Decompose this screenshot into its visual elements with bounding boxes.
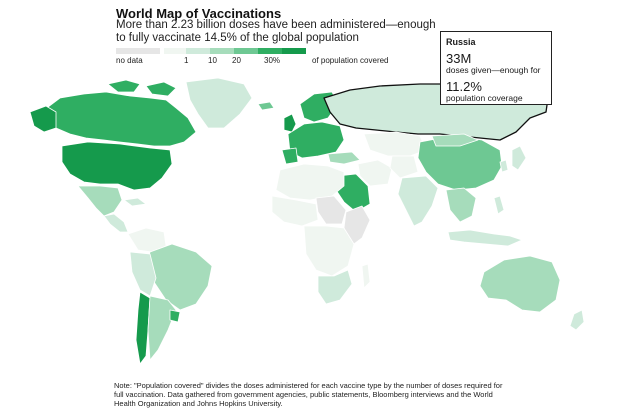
country-iberia	[281, 147, 299, 165]
country-canada-islands	[107, 79, 141, 93]
country-japan	[511, 145, 527, 171]
country-iran	[357, 159, 393, 187]
legend-swatch-bin1	[186, 48, 210, 54]
country-greenland	[185, 77, 253, 129]
page-title: World Map of Vaccinations	[116, 6, 282, 21]
footnote: Note: "Population covered" divides the d…	[114, 381, 503, 408]
legend-tick: 10	[208, 56, 217, 65]
country-sahel	[315, 195, 347, 225]
country-korea	[499, 159, 509, 173]
country-west-africa	[271, 195, 319, 227]
world-map	[29, 77, 585, 365]
tooltip-doses: 33M	[446, 51, 472, 66]
country-central-africa	[303, 225, 355, 277]
tooltip-doses-text: doses given—enough for	[446, 65, 541, 75]
country-se-asia	[445, 187, 477, 223]
country-central-asia	[389, 155, 419, 179]
tooltip-coverage: 11.2%	[446, 79, 482, 94]
legend-suffix: of population covered	[312, 56, 389, 65]
country-uk	[283, 113, 297, 133]
tooltip-coverage-text: population coverage	[446, 93, 523, 103]
country-mexico	[77, 185, 123, 217]
legend-label-no-data: no data	[116, 56, 143, 65]
country-mongolia	[431, 133, 479, 147]
country-tooltip: Russia 33M doses given—enough for 11.2% …	[440, 31, 552, 105]
legend-swatch-bin0	[164, 48, 186, 54]
country-canada	[43, 91, 197, 147]
country-australia	[479, 255, 561, 313]
country-indonesia	[447, 229, 523, 247]
country-philippines	[493, 195, 505, 215]
country-argentina	[147, 295, 177, 361]
country-madagascar	[361, 263, 371, 289]
tooltip-country: Russia	[446, 37, 476, 47]
country-new-zealand	[569, 309, 585, 331]
country-southern-africa	[317, 269, 353, 305]
legend-tick: 30%	[264, 56, 281, 65]
color-legend: no data 1 10 20 30% of population covere…	[116, 48, 416, 68]
legend-tick: 1	[184, 56, 189, 65]
country-iceland	[257, 101, 275, 111]
country-canada-islands	[145, 81, 177, 97]
legend-swatch-bin3	[234, 48, 258, 54]
country-north-africa	[275, 163, 345, 201]
legend-swatch-bin2	[210, 48, 234, 54]
country-india	[397, 175, 439, 227]
legend-swatch-bin4	[258, 48, 282, 54]
country-cuba	[123, 197, 147, 207]
legend-tick: 20	[232, 56, 241, 65]
country-kazakhstan	[363, 131, 427, 157]
country-usa	[61, 141, 173, 191]
page-subtitle: More than 2.23 billion doses have been a…	[116, 19, 436, 44]
legend-swatch-bin5	[282, 48, 306, 54]
legend-swatch-no-data	[116, 48, 160, 54]
country-east-africa	[343, 205, 371, 245]
country-central-america	[103, 213, 129, 233]
country-uruguay	[169, 309, 181, 323]
country-turkey	[327, 151, 361, 165]
country-alaska	[29, 105, 57, 133]
